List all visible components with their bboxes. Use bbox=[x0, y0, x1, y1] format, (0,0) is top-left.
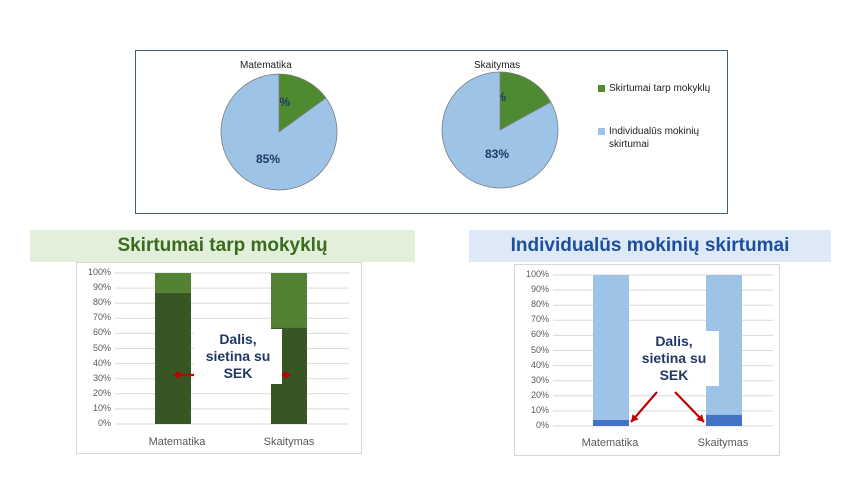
y-tick-label: 10% bbox=[530, 404, 549, 415]
arrow-head bbox=[284, 371, 291, 379]
y-tick-label: 30% bbox=[92, 372, 111, 383]
pie-slice-label: 83% bbox=[485, 147, 509, 161]
bar-segment bbox=[155, 273, 191, 293]
y-tick-label: 0% bbox=[535, 420, 549, 430]
legend-label-schools: Skirtumai tarp mokyklų bbox=[609, 83, 711, 94]
pie-title-matematika: Matematika bbox=[240, 60, 292, 71]
y-tick-label: 20% bbox=[530, 389, 549, 400]
y-tick-label: 20% bbox=[92, 387, 111, 398]
y-tick-label: 80% bbox=[530, 299, 549, 310]
section-title-band-right: Individualūs mokinių skirtumai bbox=[469, 230, 831, 262]
annotation-line: SEK bbox=[223, 365, 253, 381]
bar-segment bbox=[706, 414, 742, 426]
legend-swatch-individual bbox=[598, 128, 605, 135]
y-tick-label: 60% bbox=[92, 327, 111, 338]
y-tick-label: 30% bbox=[530, 374, 549, 385]
y-tick-label: 100% bbox=[525, 269, 549, 279]
category-label-skaitymas: Skaitymas bbox=[263, 436, 315, 448]
y-tick-label: 60% bbox=[530, 329, 549, 340]
category-label-matematika: Matematika bbox=[581, 437, 639, 449]
annotation-line: SEK bbox=[659, 367, 689, 383]
y-tick-label: 40% bbox=[530, 359, 549, 370]
y-tick-label: 70% bbox=[92, 312, 111, 323]
y-tick-label: 90% bbox=[530, 284, 549, 295]
pie-charts-canvas: 15%85%17%83% bbox=[220, 71, 559, 191]
section-title-band-left: Skirtumai tarp mokyklų bbox=[30, 230, 415, 262]
pie-slice-label: 85% bbox=[256, 152, 280, 166]
bar-chart-left: 0% 10% 20% 30% 40% 50% 60% 70% 80% 90% 100% Matema… bbox=[76, 262, 362, 454]
pie-slice bbox=[220, 73, 338, 191]
y-tick-label: 80% bbox=[92, 297, 111, 308]
arrow-head bbox=[631, 414, 639, 422]
y-tick-label: 40% bbox=[92, 357, 111, 368]
annotation-line: Dalis, bbox=[219, 331, 257, 347]
annotation-line: sietina su bbox=[205, 348, 271, 364]
bar-segment bbox=[271, 273, 307, 328]
y-tick-label: 70% bbox=[530, 314, 549, 325]
category-label-matematika: Matematika bbox=[148, 436, 206, 448]
y-tick-label: 100% bbox=[87, 267, 111, 277]
y-tick-label: 10% bbox=[92, 402, 111, 413]
annotation-line: Dalis, bbox=[655, 333, 693, 349]
annotation-left: Dalis, sietina su SEK bbox=[194, 329, 282, 384]
y-tick-label: 90% bbox=[92, 282, 111, 293]
section-title-right: Individualūs mokinių skirtumai bbox=[510, 235, 790, 256]
annotation-right: Dalis, sietina su SEK bbox=[629, 331, 719, 386]
section-title-left: Skirtumai tarp mokyklų bbox=[117, 235, 328, 256]
arrow-head bbox=[173, 371, 180, 379]
y-tick-label: 0% bbox=[97, 418, 111, 428]
pie-charts-panel: 15%85%17%83% Matematika Skaitymas Skirtu… bbox=[135, 50, 728, 214]
bar-segment bbox=[155, 292, 191, 424]
arrow-head bbox=[696, 414, 704, 422]
bar-chart-right: 0% 10% 20% 30% 40% 50% 60% 70% 80% 90% 100% Matema… bbox=[514, 264, 780, 456]
pie-title-skaitymas: Skaitymas bbox=[474, 60, 521, 71]
y-tick-label: 50% bbox=[530, 344, 549, 355]
pie-slice bbox=[278, 73, 327, 133]
category-label-skaitymas: Skaitymas bbox=[697, 437, 749, 449]
pie-slice bbox=[499, 71, 552, 131]
pie-slice bbox=[441, 71, 559, 189]
annotation-line: sietina su bbox=[641, 350, 707, 366]
legend-label-individual: Individualūs mokinių skirtumai bbox=[609, 126, 700, 150]
y-tick-label: 50% bbox=[92, 342, 111, 353]
bar-segment bbox=[593, 275, 629, 420]
legend-swatch-schools bbox=[598, 85, 605, 92]
bar-segment bbox=[593, 419, 629, 426]
